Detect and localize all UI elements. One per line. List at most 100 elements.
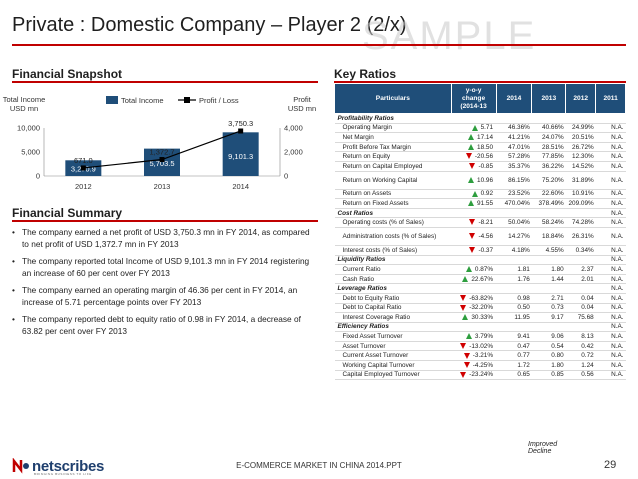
ratio-change-cell: -20.56 xyxy=(451,151,497,162)
ratio-value-2011: N.A. xyxy=(595,171,626,190)
right-axis-title: Profit xyxy=(293,95,311,104)
ratio-change-cell: 18.50 xyxy=(451,142,497,153)
ratio-label: Return on Working Capital xyxy=(334,171,452,190)
ratio-row: Working Capital Turnover -4.25% 1.72 1.80 1.… xyxy=(334,360,626,371)
ratio-row: Asset Turnover -13.02% 0.47 0.54 0.42 N.A. xyxy=(334,341,626,352)
ratio-change-cell: 10.96 xyxy=(451,171,497,190)
ratio-row: Current Ratio 0.87% 1.81 1.80 2.37 N.A. xyxy=(334,264,626,275)
key-ratios-table: Particulars y-o-y change (2014-13 2014 2… xyxy=(334,83,626,381)
ratio-label: Asset Turnover xyxy=(334,341,452,352)
ratio-row: Profit Before Tax Margin 18.50 47.01% 28.51… xyxy=(334,142,626,153)
ratio-row: Net Margin 17.14 41.21% 24.07% 20.51% N.A. xyxy=(334,132,626,143)
ratio-change-value: -3.21% xyxy=(472,352,494,360)
ratio-value-2012: 2.37 xyxy=(565,264,596,275)
ratio-label: Net Margin xyxy=(334,132,452,143)
legend-label-profit-loss: Profit / Loss xyxy=(199,96,239,105)
ratio-label: Administration costs (% of Sales) xyxy=(334,227,452,246)
ratio-category-2011: N.A. xyxy=(595,255,626,266)
ratio-value-2013: 22.60% xyxy=(531,189,566,200)
ratio-value-2013: 18.84% xyxy=(531,227,566,246)
x-axis-tick: 2014 xyxy=(232,182,249,191)
ratio-change-cell: -4.25% xyxy=(451,360,497,371)
ratio-change-cell: -0.85 xyxy=(451,161,497,172)
page-title: Private : Domestic Company – Player 2 (2… xyxy=(12,14,407,36)
decline-arrow-icon xyxy=(469,163,476,170)
ratio-change-value: 17.14 xyxy=(477,133,494,141)
ratio-row: Cash Ratio 22.67% 1.76 1.44 2.01 N.A. xyxy=(334,274,626,285)
ratio-change-value: -0.85 xyxy=(478,162,494,170)
ratio-value-2013: 2.71 xyxy=(531,293,566,304)
ratio-category-label: Leverage Ratios xyxy=(334,283,596,294)
ratio-change-value: -32.20% xyxy=(469,304,494,312)
ratio-change-cell: 3.79% xyxy=(451,331,497,342)
decline-arrow-icon xyxy=(460,295,467,302)
ratio-change-value: -20.56 xyxy=(474,153,494,161)
ratio-label: Profit Before Tax Margin xyxy=(334,142,452,153)
x-axis-tick: 2013 xyxy=(154,182,171,191)
ratio-change-cell: -3.21% xyxy=(451,350,497,362)
financial-snapshot-heading: Financial Snapshot xyxy=(12,67,123,81)
decline-arrow-icon xyxy=(469,233,476,240)
ratio-value-2011: N.A. xyxy=(595,264,626,275)
ratio-value-2011: N.A. xyxy=(595,217,626,228)
profit-loss-point xyxy=(159,157,165,163)
ratio-label: Capital Employed Turnover xyxy=(334,370,452,381)
summary-divider xyxy=(12,220,318,222)
ratio-row: Return on Assets 0.92 23.52% 22.60% 10.91% N.… xyxy=(334,189,626,200)
ratio-category-row: Liquidity Ratios N.A. xyxy=(334,255,626,266)
logo-wordmark: netscribes xyxy=(32,458,105,475)
financial-summary-heading: Financial Summary xyxy=(12,206,123,220)
ratio-value-2012: 26.72% xyxy=(565,142,596,153)
ratio-value-2012: 31.89% xyxy=(565,171,596,190)
legend-swatch-total-income xyxy=(106,96,118,104)
ratio-value-2013: 378.49% xyxy=(531,198,566,209)
ratio-row: Return on Capital Employed -0.85 35.37% 36.… xyxy=(334,161,626,172)
ratio-category-label: Cost Ratios xyxy=(334,208,596,219)
ratio-change-value: -23.24% xyxy=(469,371,494,379)
ratio-value-2014: 0.77 xyxy=(496,350,532,362)
ratio-value-2014: 1.76 xyxy=(496,274,532,285)
decline-arrow-icon xyxy=(463,362,470,369)
ratio-row: Fixed Asset Turnover 3.79% 9.41 9.06 8.13 N.A… xyxy=(334,331,626,342)
ratio-arrow-legend: Improved Decline xyxy=(528,441,638,455)
ratio-row: Return on Equity -20.56 57.28% 77.85% 12.30%… xyxy=(334,151,626,162)
ratio-value-2012: 0.34% xyxy=(565,245,596,256)
ratio-value-2013: 0.54 xyxy=(531,341,566,352)
ratio-value-2011: N.A. xyxy=(595,189,626,200)
ratio-change-value: -63.82% xyxy=(469,294,494,302)
summary-point: The company reported total Income of USD… xyxy=(12,256,318,279)
ratio-value-2014: 41.21% xyxy=(496,132,532,143)
ratio-change-value: 22.67% xyxy=(471,275,494,283)
decline-arrow-icon xyxy=(463,352,470,359)
summary-point: The company earned an operating margin o… xyxy=(12,285,318,308)
ratio-value-2013: 4.55% xyxy=(531,245,566,256)
ratio-value-2011: N.A. xyxy=(595,331,626,342)
improved-arrow-icon xyxy=(462,275,469,282)
ratio-value-2014: 46.36% xyxy=(496,123,532,134)
ratio-value-2013: 9.06 xyxy=(531,331,566,342)
logo-tagline: BRINGING BUSINESS TO LIFE xyxy=(34,472,92,476)
left-axis-title: Total Income xyxy=(3,95,46,104)
ratio-value-2014: 50.04% xyxy=(496,217,532,228)
legend-label-total-income: Total Income xyxy=(121,96,164,105)
improved-arrow-icon xyxy=(465,333,472,340)
ratio-value-2013: 1.80 xyxy=(531,360,566,371)
snapshot-divider xyxy=(12,81,318,83)
ratio-category-label: Efficiency Ratios xyxy=(334,322,596,333)
decline-arrow-icon xyxy=(469,247,476,254)
ratio-label: Return on Assets xyxy=(334,189,452,200)
profit-loss-point xyxy=(80,165,86,171)
ratio-category-label: Liquidity Ratios xyxy=(334,255,596,266)
ratio-value-2011: N.A. xyxy=(595,360,626,371)
ratio-change-cell: 17.14 xyxy=(451,132,497,143)
decline-arrow-icon xyxy=(460,342,467,349)
ratio-row: Current Asset Turnover -3.21% 0.77 0.80 0.72… xyxy=(334,350,626,362)
decline-arrow-icon xyxy=(460,304,467,311)
ratio-value-2014: 4.18% xyxy=(496,245,532,256)
ratio-value-2014: 35.37% xyxy=(496,161,532,172)
ratio-change-value: -13.02% xyxy=(469,342,494,350)
profit-loss-point-label: 3,750.3 xyxy=(228,119,253,128)
page-number: 29 xyxy=(604,459,617,471)
ratio-change-cell: -0.37 xyxy=(451,245,497,256)
ratio-value-2014: 470.04% xyxy=(496,198,532,209)
